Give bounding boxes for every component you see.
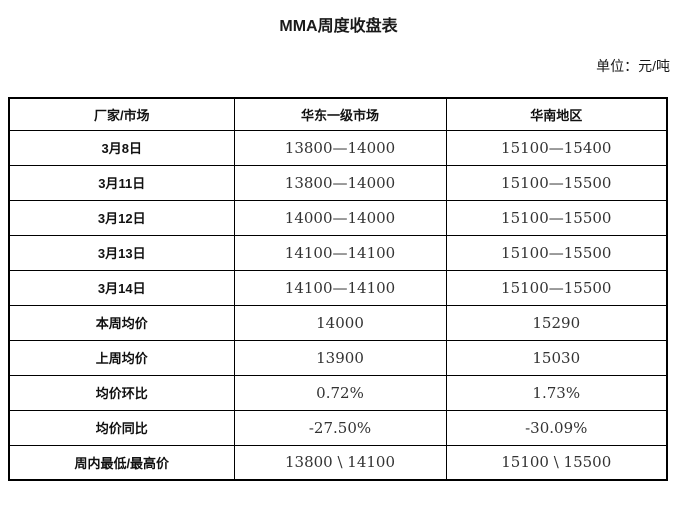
column-header-market: 厂家/市场 [8,97,235,131]
value-cell: 14000 [233,304,447,341]
table-row: 3月8日 13800—14000 15100—15400 [8,129,668,166]
table-row: 均价环比 0.72% 1.73% [8,374,668,411]
value-cell: 15030 [445,339,668,376]
value-cell: -27.50% [233,409,447,446]
price-table: 厂家/市场 华东一级市场 华南地区 3月8日 13800—14000 15100… [8,97,668,481]
value-cell: 13800—14000 [233,164,447,201]
value-cell: 15100 \ 15500 [445,444,668,481]
table-row: 3月13日 14100—14100 15100—15500 [8,234,668,271]
row-label: 上周均价 [8,339,235,376]
page-title: MMA周度收盘表 [279,18,398,35]
value-cell: 14100—14100 [233,269,447,306]
row-label: 均价同比 [8,409,235,446]
unit-label: 单位：元/吨 [596,58,670,74]
value-cell: 15100—15500 [445,269,668,306]
table-row: 3月11日 13800—14000 15100—15500 [8,164,668,201]
value-cell: 15100—15400 [445,129,668,166]
value-cell: 13900 [233,339,447,376]
value-cell: 0.72% [233,374,447,411]
row-label: 本周均价 [8,304,235,341]
value-cell: 15100—15500 [445,164,668,201]
value-cell: 13800—14000 [233,129,447,166]
row-label: 3月13日 [8,234,235,271]
column-header-east-china: 华东一级市场 [233,97,447,131]
value-cell: 13800 \ 14100 [233,444,447,481]
value-cell: 1.73% [445,374,668,411]
table-row: 周内最低/最高价 13800 \ 14100 15100 \ 15500 [8,444,668,481]
table-header-row: 厂家/市场 华东一级市场 华南地区 [8,97,668,131]
row-label: 均价环比 [8,374,235,411]
table-row: 上周均价 13900 15030 [8,339,668,376]
table-row: 3月14日 14100—14100 15100—15500 [8,269,668,306]
row-label: 3月11日 [8,164,235,201]
table-row: 3月12日 14000—14000 15100—15500 [8,199,668,236]
row-label: 3月14日 [8,269,235,306]
value-cell: 15290 [445,304,668,341]
row-label: 3月8日 [8,129,235,166]
value-cell: -30.09% [445,409,668,446]
table-row: 本周均价 14000 15290 [8,304,668,341]
value-cell: 15100—15500 [445,199,668,236]
value-cell: 14000—14000 [233,199,447,236]
row-label: 周内最低/最高价 [8,444,235,481]
table-row: 均价同比 -27.50% -30.09% [8,409,668,446]
row-label: 3月12日 [8,199,235,236]
column-header-south-china: 华南地区 [445,97,668,131]
value-cell: 14100—14100 [233,234,447,271]
value-cell: 15100—15500 [445,234,668,271]
